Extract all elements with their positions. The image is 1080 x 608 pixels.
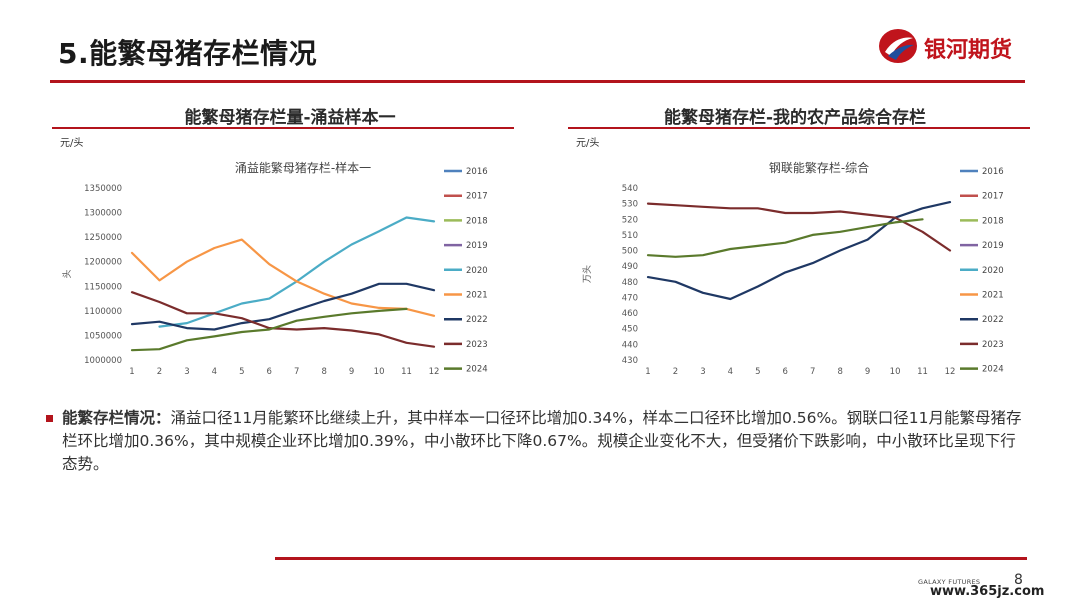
commentary-lead: 能繁存栏情况： [62,409,171,427]
y-tick-label: 530 [622,200,638,210]
footer-divider [275,557,1027,560]
legend-label-2016: 2016 [982,167,1004,177]
x-tick-label: 6 [267,367,272,377]
x-tick-label: 7 [294,367,299,377]
page-title: 5.能繁母猪存栏情况 [58,37,318,70]
chart-2-title-rule [568,127,1030,129]
y-tick-label: 1350000 [84,184,122,194]
x-tick-label: 3 [184,367,189,377]
commentary-body: 涌益口径11月能繁环比继续上升，其中样本一口径环比增加0.34%，样本二口径环比… [62,409,1022,473]
legend-label-2022: 2022 [466,315,488,325]
x-tick-label: 4 [728,367,733,377]
chart-1-unit: 元/头 [60,138,84,149]
chart-2-unit: 元/头 [576,138,600,149]
chart-2: 钢联能繁存栏-综合4304404504604704804905005105205… [582,160,1004,377]
x-tick-label: 2 [157,367,162,377]
page-number: 8 [1014,572,1023,588]
series-line-2023 [646,202,952,252]
legend-label-2019: 2019 [982,241,1004,251]
y-tick-label: 1250000 [84,233,122,243]
logo-text: 银河期货 [924,38,1013,63]
x-tick-label: 11 [917,367,928,377]
x-tick-label: 9 [865,367,870,377]
x-tick-label: 9 [349,367,354,377]
footer-brand: GALAXY FUTURES [918,578,981,586]
x-tick-label: 10 [374,367,385,377]
x-tick-label: 3 [700,367,705,377]
company-logo: 银河期货 [876,26,1036,66]
header-divider [50,80,1025,83]
legend-label-2023: 2023 [982,340,1004,350]
chart-1-title-rule [52,127,514,129]
legend-label-2024: 2024 [982,365,1004,375]
series-line-2024 [130,307,408,352]
series-line-2021 [130,238,436,317]
legend-label-2017: 2017 [466,192,488,202]
chart-1: 涌益能繁母猪存栏-样本一 1000000 1050000 1100000 1150000… [62,160,488,377]
y-tick-label: 1200000 [84,258,122,268]
x-tick-label: 4 [212,367,217,377]
y-tick-label: 450 [622,325,638,335]
x-tick-label: 7 [810,367,815,377]
y-tick-label: 430 [622,356,638,366]
chart-2-panel-title: 能繁母猪存栏-我的农产品综合存栏 [663,108,927,128]
galaxy-logo-icon [879,29,917,63]
series-line-2023 [130,291,436,348]
y-tick-label: 510 [622,231,638,241]
legend-label-2020: 2020 [466,266,488,276]
x-tick-label: 5 [239,367,244,377]
y-tick-label: 470 [622,293,638,303]
x-tick-label: 6 [783,367,788,377]
commentary-block: 能繁存栏情况：涌益口径11月能繁环比继续上升，其中样本一口径环比增加0.34%，… [46,407,1031,476]
chart-1-panel-title: 能繁母猪存栏量-涌益样本一 [184,108,396,128]
legend-label-2018: 2018 [466,216,488,226]
series-line-2022 [646,201,952,301]
y-tick-label: 490 [622,262,638,272]
legend-label-2018: 2018 [982,216,1004,226]
x-tick-label: 5 [755,367,760,377]
x-tick-label: 2 [673,367,678,377]
x-tick-label: 12 [429,367,440,377]
legend-label-2023: 2023 [466,340,488,350]
y-tick-label: 480 [622,278,638,288]
y-tick-label: 1000000 [84,356,122,366]
legend-label-2016: 2016 [466,167,488,177]
chart-1-ylabel: 头 [62,269,73,278]
legend-label-2021: 2021 [466,291,488,301]
legend-label-2020: 2020 [982,266,1004,276]
y-tick-label: 1050000 [84,331,122,341]
series-line-2024 [646,218,924,258]
x-tick-label: 8 [321,367,326,377]
y-tick-label: 1300000 [84,209,122,219]
commentary-paragraph: 能繁存栏情况：涌益口径11月能繁环比继续上升，其中样本一口径环比增加0.34%，… [46,407,1031,476]
y-tick-label: 520 [622,215,638,225]
legend-label-2017: 2017 [982,192,1004,202]
x-tick-label: 11 [401,367,412,377]
series-line-2022 [130,282,436,331]
bullet-square-icon [46,415,53,422]
x-tick-label: 12 [945,367,956,377]
x-tick-label: 1 [645,367,650,377]
legend-label-2021: 2021 [982,291,1004,301]
chart-2-title: 钢联能繁存栏-综合 [769,160,869,175]
legend-label-2022: 2022 [982,315,1004,325]
y-tick-label: 1100000 [84,307,122,317]
chart-1-title: 涌益能繁母猪存栏-样本一 [235,160,371,175]
y-tick-label: 1150000 [84,282,122,292]
chart-2-ylabel: 万头 [582,265,593,283]
y-tick-label: 440 [622,340,638,350]
x-tick-label: 1 [129,367,134,377]
y-tick-label: 460 [622,309,638,319]
x-tick-label: 10 [890,367,901,377]
y-tick-label: 500 [622,247,638,257]
site-watermark: www.365jz.com [930,584,1045,599]
y-tick-label: 540 [622,184,638,194]
legend-label-2024: 2024 [466,365,488,375]
legend-label-2019: 2019 [466,241,488,251]
x-tick-label: 8 [837,367,842,377]
